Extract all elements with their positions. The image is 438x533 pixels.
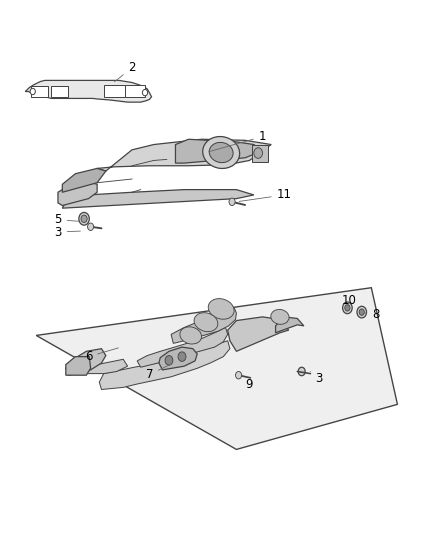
Polygon shape [36,288,397,449]
Ellipse shape [194,313,218,332]
Ellipse shape [209,142,233,163]
Circle shape [357,306,367,318]
Polygon shape [58,168,106,195]
Polygon shape [228,317,289,351]
Circle shape [88,223,94,230]
Polygon shape [66,349,106,375]
Text: 3: 3 [311,372,323,385]
Polygon shape [137,327,228,367]
Circle shape [81,215,87,222]
Circle shape [343,302,352,314]
Circle shape [345,305,350,311]
Polygon shape [159,347,197,370]
Bar [252,144,268,161]
Ellipse shape [180,327,201,344]
Polygon shape [66,357,91,375]
Circle shape [30,88,35,95]
Bar [104,85,124,97]
Circle shape [298,367,305,376]
Text: 2: 2 [114,61,136,82]
Text: 10: 10 [342,294,357,308]
Bar [31,86,48,97]
Text: 5: 5 [54,213,79,227]
Polygon shape [99,341,230,390]
Polygon shape [97,139,271,171]
Text: 8: 8 [365,308,379,321]
Bar [50,86,68,97]
Ellipse shape [203,136,240,168]
Polygon shape [62,190,254,208]
Polygon shape [25,80,152,102]
Text: 7: 7 [145,364,171,381]
Ellipse shape [208,298,234,319]
Circle shape [165,356,173,365]
Text: 9: 9 [243,375,253,391]
Text: 6: 6 [85,348,118,363]
Polygon shape [171,308,237,343]
Text: 3: 3 [54,225,81,239]
Circle shape [178,352,186,361]
Ellipse shape [271,310,289,324]
Circle shape [229,198,235,206]
Text: 1: 1 [208,130,266,152]
Circle shape [254,148,262,158]
Circle shape [359,309,364,316]
Circle shape [79,213,89,225]
Bar [124,85,145,97]
Polygon shape [85,359,127,374]
Polygon shape [58,182,97,206]
Circle shape [142,90,148,96]
Text: 11: 11 [239,189,292,201]
Polygon shape [62,168,106,192]
Polygon shape [276,317,304,333]
Circle shape [236,372,242,379]
Polygon shape [176,139,262,163]
